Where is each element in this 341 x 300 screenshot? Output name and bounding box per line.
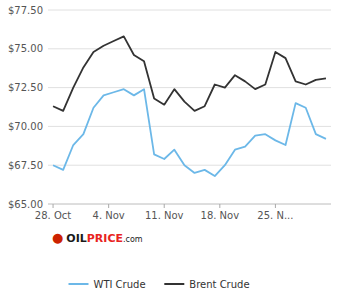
annotation: PRICE <box>87 232 123 245</box>
x-tick-label: 25. N... <box>257 210 293 221</box>
x-tick <box>108 204 109 208</box>
y-tick-label: $77.50 <box>8 5 43 16</box>
x-tick <box>164 204 165 208</box>
x-tick-label: 28. Oct <box>35 210 71 221</box>
series-line <box>53 89 326 176</box>
x-tick-label: 4. Nov <box>93 210 125 221</box>
legend: WTI Crude Brent Crude <box>69 279 250 290</box>
grid-line <box>48 87 331 88</box>
x-tick-label: 18. Nov <box>201 210 240 221</box>
y-tick-label: $65.00 <box>8 199 43 210</box>
chart: $65.00 $67.50 $70.00 $72.50 $75.00 $77.50 28. … <box>0 0 341 300</box>
x-tick <box>219 204 220 208</box>
legend-label: Brent Crude <box>189 279 249 290</box>
series-line <box>53 36 326 111</box>
legend-swatch <box>69 283 89 285</box>
grid-line <box>48 204 331 205</box>
annotation: .com <box>123 235 143 244</box>
x-tick <box>275 204 276 208</box>
background <box>0 0 341 300</box>
watermark: ●OILPRICE.com <box>52 230 143 245</box>
legend-swatch <box>164 283 184 285</box>
grid-line <box>48 48 331 49</box>
y-tick-label: $75.00 <box>8 43 43 54</box>
x-axis-line <box>48 204 331 205</box>
annotation: ● <box>52 230 63 245</box>
y-tick-label: $70.00 <box>8 121 43 132</box>
grid-line <box>48 126 331 127</box>
x-tick-label: 11. Nov <box>145 210 184 221</box>
y-tick-label: $72.50 <box>8 82 43 93</box>
legend-label: WTI Crude <box>94 279 146 290</box>
grid-line <box>48 10 331 11</box>
grid-line <box>48 165 331 166</box>
x-tick <box>53 204 54 208</box>
plot-area <box>53 36 326 176</box>
annotation: OIL <box>66 232 86 245</box>
y-tick-label: $67.50 <box>8 160 43 171</box>
